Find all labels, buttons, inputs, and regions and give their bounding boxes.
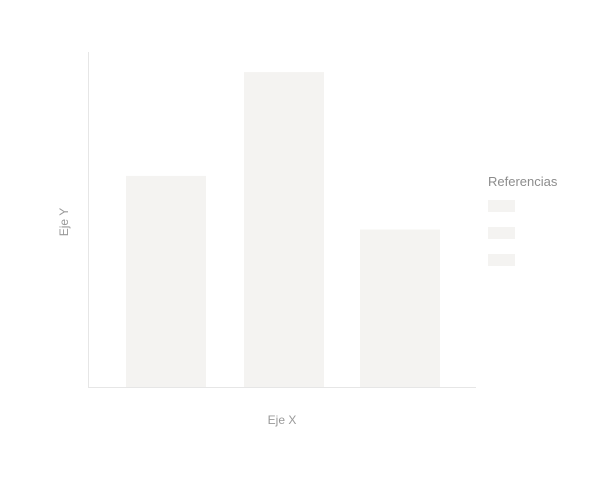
bar-3 xyxy=(360,229,440,387)
plot-area xyxy=(88,52,476,388)
legend-swatch-2 xyxy=(488,227,515,239)
legend-swatch-1 xyxy=(488,200,515,212)
legend-items xyxy=(488,200,515,266)
legend: Referencias xyxy=(488,174,558,266)
bars-group xyxy=(126,72,440,387)
x-axis-title: Eje X xyxy=(268,413,297,427)
bar-2 xyxy=(244,72,324,387)
legend-title: Referencias xyxy=(488,174,558,189)
legend-swatch-3 xyxy=(488,254,515,266)
y-axis-title: Eje Y xyxy=(57,208,71,236)
bar-1 xyxy=(126,175,206,387)
